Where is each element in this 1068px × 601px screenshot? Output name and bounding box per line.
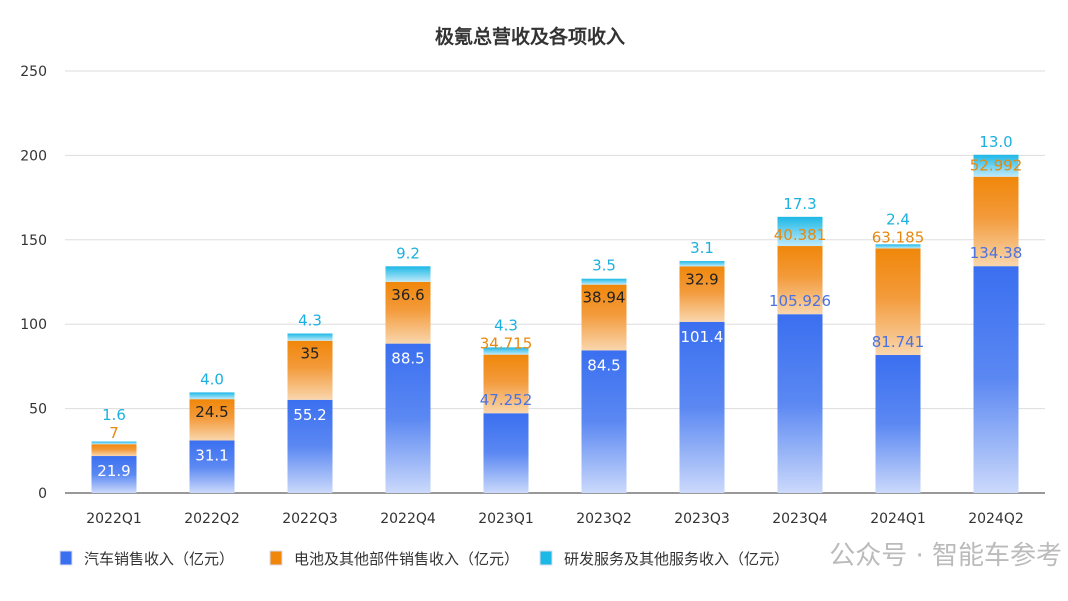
- data-label: 2.4: [886, 210, 910, 228]
- bar-segment-0: [189, 440, 235, 493]
- bar-segment-1: [679, 266, 725, 322]
- legend-label[interactable]: 电池及其他部件销售收入（亿元）: [294, 550, 519, 568]
- y-tick-label: 200: [20, 148, 47, 164]
- data-label: 7: [109, 424, 119, 442]
- watermark: 公众号 · 智能车参考: [829, 541, 1062, 571]
- data-label: 36.6: [391, 286, 424, 304]
- bar-segment-0: [385, 343, 431, 493]
- y-tick-label: 0: [38, 486, 47, 502]
- y-tick-label: 50: [29, 402, 47, 418]
- data-label: 134.38: [970, 244, 1023, 262]
- data-label: 52.992: [970, 157, 1023, 175]
- bar-segment-1: [91, 444, 137, 457]
- legend: 汽车销售收入（亿元） 电池及其他部件销售收入（亿元） 研发服务及其他服务收入（亿元）: [59, 550, 789, 568]
- legend-swatch: [59, 550, 73, 566]
- legend-swatch: [269, 550, 283, 566]
- bar-segment-2: [385, 266, 431, 282]
- bar-segment-0: [581, 350, 627, 493]
- bar-segment-1: [875, 248, 921, 356]
- x-tick-label: 2024Q2: [968, 511, 1024, 527]
- data-label: 31.1: [195, 447, 228, 465]
- bar-segment-0: [483, 413, 529, 493]
- bar-segment-2: [679, 261, 725, 267]
- data-label: 35: [300, 345, 319, 363]
- data-label: 13.0: [979, 133, 1012, 151]
- bar-segment-2: [875, 244, 921, 249]
- y-tick-label: 100: [20, 317, 47, 333]
- data-label: 88.5: [391, 350, 424, 368]
- data-label: 40.381: [774, 226, 827, 244]
- data-label: 38.94: [583, 289, 626, 307]
- legend-label[interactable]: 研发服务及其他服务收入（亿元）: [564, 550, 789, 568]
- data-label: 84.5: [587, 356, 620, 374]
- bar-segment-1: [385, 281, 431, 344]
- bar-segment-2: [973, 154, 1019, 177]
- x-tick-label: 2023Q3: [674, 511, 730, 527]
- bars: [91, 154, 1019, 493]
- bar-segment-2: [91, 441, 137, 445]
- data-label: 1.6: [102, 406, 126, 424]
- x-tick-label: 2023Q2: [576, 511, 632, 527]
- x-tick-label: 2022Q4: [380, 511, 436, 527]
- x-tick-label: 2022Q3: [282, 511, 338, 527]
- x-tick-label: 2023Q4: [772, 511, 828, 527]
- x-axis: 2022Q1 2022Q2 2022Q3 2022Q4 2023Q1 2023Q2 2023…: [86, 511, 1024, 527]
- legend-label[interactable]: 汽车销售收入（亿元）: [84, 550, 234, 568]
- x-tick-label: 2022Q1: [86, 511, 142, 527]
- data-label: 4.3: [298, 311, 322, 329]
- x-tick-label: 2023Q1: [478, 511, 534, 527]
- data-labels: 21.9 71.6 31.1 24.5 4.0 55.2 35 4.3 88.5 36.6 9.2 4…: [97, 133, 1022, 480]
- bar-segment-0: [973, 266, 1019, 493]
- x-tick-label: 2024Q1: [870, 511, 926, 527]
- data-label: 9.2: [396, 244, 420, 262]
- data-label: 24.5: [195, 403, 228, 421]
- data-label: 21.9: [97, 462, 130, 480]
- chart-title: 极氪总营收及各项收入: [435, 25, 625, 48]
- data-label: 63.185: [872, 228, 925, 246]
- bar-segment-2: [189, 392, 235, 400]
- data-label: 101.4: [681, 328, 724, 346]
- y-tick-label: 250: [20, 64, 47, 80]
- data-label: 47.252: [480, 391, 533, 409]
- data-label: 3.1: [690, 239, 714, 257]
- bar-segment-0: [91, 456, 137, 493]
- bar-segment-0: [287, 399, 333, 493]
- bar-segment-2: [581, 278, 627, 285]
- bar-segment-0: [777, 314, 823, 493]
- bar-segment-2: [287, 333, 333, 341]
- legend-swatch: [539, 550, 553, 566]
- data-label: 4.3: [494, 317, 518, 335]
- bar-segment-1: [973, 176, 1019, 267]
- data-label: 4.0: [200, 370, 224, 388]
- bar-segment-2: [483, 347, 529, 355]
- data-label: 17.3: [783, 195, 816, 213]
- data-label: 32.9: [685, 270, 718, 288]
- x-tick-label: 2022Q2: [184, 511, 240, 527]
- bar-segment-2: [777, 216, 823, 247]
- bar-segment-1: [189, 399, 235, 441]
- bar-segment-1: [483, 354, 529, 414]
- y-tick-label: 150: [20, 233, 47, 249]
- bar-segment-1: [581, 284, 627, 351]
- bar-segment-1: [777, 246, 823, 315]
- data-label: 55.2: [293, 406, 326, 424]
- bar-segment-0: [679, 321, 725, 493]
- data-label: 34.715: [480, 335, 533, 353]
- data-label: 3.5: [592, 257, 616, 275]
- data-label: 105.926: [769, 292, 831, 310]
- data-label: 81.741: [872, 333, 925, 351]
- bar-segment-0: [875, 355, 921, 493]
- bar-segment-1: [287, 340, 333, 400]
